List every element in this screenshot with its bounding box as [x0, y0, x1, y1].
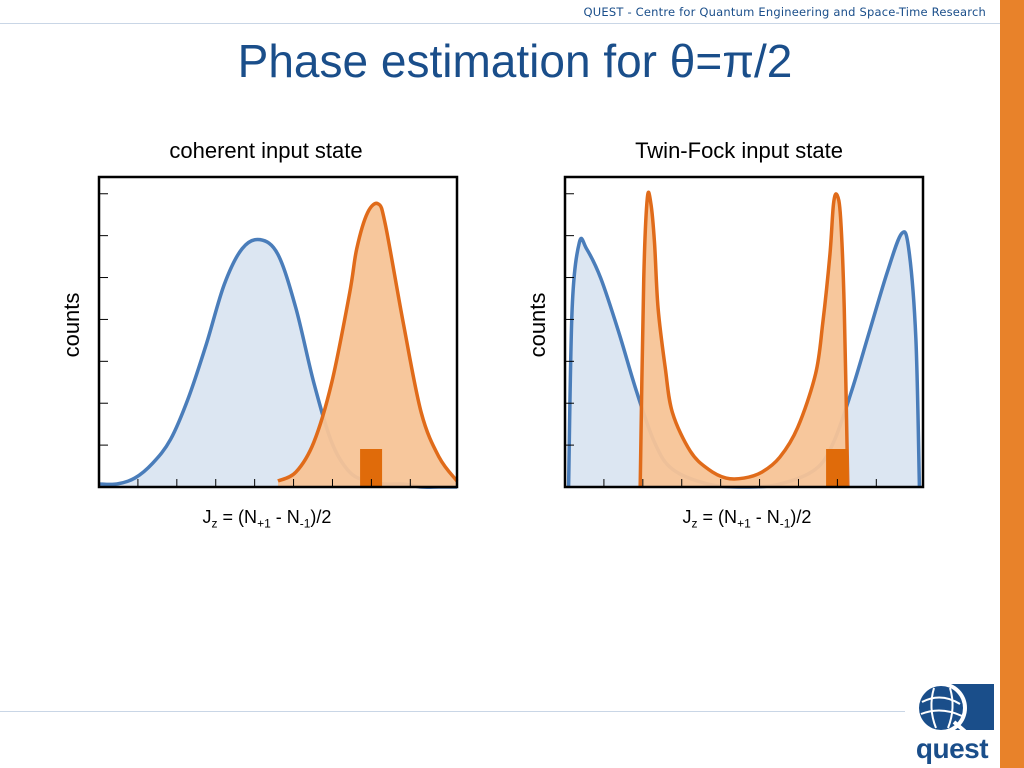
- quest-logo-icon: [915, 684, 994, 736]
- footer-divider: [0, 711, 905, 712]
- xlabel-part: )/2: [790, 507, 812, 527]
- series-area-orange: [640, 192, 848, 487]
- xlabel-part: J: [682, 507, 692, 527]
- logo-text: quest: [915, 733, 989, 764]
- xlabel-sub: z: [691, 516, 698, 531]
- slide-title: Phase estimation for θ=π/2: [237, 35, 793, 87]
- xlabel-part: )/2: [310, 507, 332, 527]
- x-axis-label-twin-fock: Jz = (N+1 - N-1)/2: [567, 507, 927, 531]
- chart-twin-fock: [563, 175, 925, 489]
- series-line-orange: [277, 201, 459, 483]
- xlabel-sub: +1: [257, 516, 271, 531]
- series-line-orange: [638, 190, 850, 488]
- xlabel-part: = (N: [217, 507, 258, 527]
- plot-frame: [563, 175, 925, 489]
- series-area-orange: [278, 203, 457, 487]
- series-area-blue: [568, 231, 920, 487]
- xlabel-part: J: [202, 507, 212, 527]
- header-divider: [0, 23, 1000, 24]
- xlabel-part: - N: [750, 507, 780, 527]
- xlabel-sub: z: [211, 516, 218, 531]
- phase-marker: [826, 449, 849, 487]
- xlabel-part: = (N: [697, 507, 738, 527]
- xlabel-part: - N: [270, 507, 300, 527]
- plot-frame: [97, 175, 459, 489]
- xlabel-sub: -1: [299, 516, 311, 531]
- xlabel-sub: +1: [737, 516, 751, 531]
- header-affiliation: QUEST - Centre for Quantum Engineering a…: [583, 5, 986, 19]
- phase-marker: [360, 449, 383, 487]
- y-axis-label-twin-fock: counts: [525, 292, 550, 358]
- chart-coherent: [97, 175, 459, 489]
- xlabel-sub: -1: [779, 516, 791, 531]
- x-axis-label-coherent: Jz = (N+1 - N-1)/2: [87, 507, 447, 531]
- accent-bar: [1000, 0, 1024, 768]
- chart-title-twin-fock: Twin-Fock input state: [635, 138, 843, 163]
- series-area-blue: [99, 239, 457, 488]
- chart-title-coherent: coherent input state: [169, 138, 363, 163]
- y-axis-label-coherent: counts: [59, 292, 84, 358]
